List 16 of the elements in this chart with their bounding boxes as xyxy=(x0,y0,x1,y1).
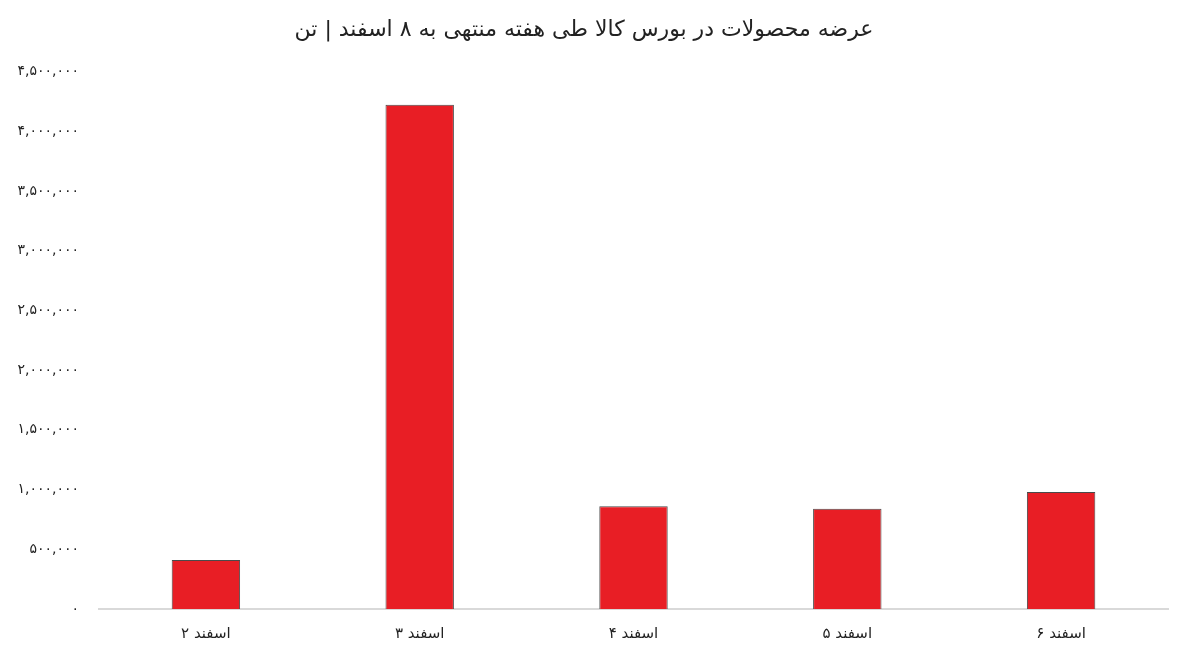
y-tick-label: ۰ xyxy=(71,599,79,616)
y-tick-label: ۳,۰۰۰,۰۰۰ xyxy=(17,241,79,258)
x-tick-label: ۵ اسفند xyxy=(822,623,873,642)
y-tick-label: ۴,۰۰۰,۰۰۰ xyxy=(17,121,79,138)
y-tick-label: ۲,۰۰۰,۰۰۰ xyxy=(17,360,79,377)
chart-title: عرضه محصولات در بورس کالا طی هفته منتهی به ۸ اسفند | تن xyxy=(294,15,874,42)
y-tick-label: ۴,۵۰۰,۰۰۰ xyxy=(17,62,79,79)
y-tick-label: ۲,۵۰۰,۰۰۰ xyxy=(17,300,79,317)
x-tick-label: ۳ اسفند xyxy=(394,623,445,642)
y-tick-label: ۳,۵۰۰,۰۰۰ xyxy=(17,181,79,198)
y-tick-label: ۱,۰۰۰,۰۰۰ xyxy=(17,480,79,497)
y-tick-label: ۱,۵۰۰,۰۰۰ xyxy=(17,420,79,437)
x-tick-label: ۴ اسفند xyxy=(608,623,659,642)
x-tick-label: ۲ اسفند xyxy=(181,623,231,642)
x-tick-label: ۶ اسفند xyxy=(1036,623,1086,642)
y-tick-label: ۵۰۰,۰۰۰ xyxy=(29,539,79,556)
